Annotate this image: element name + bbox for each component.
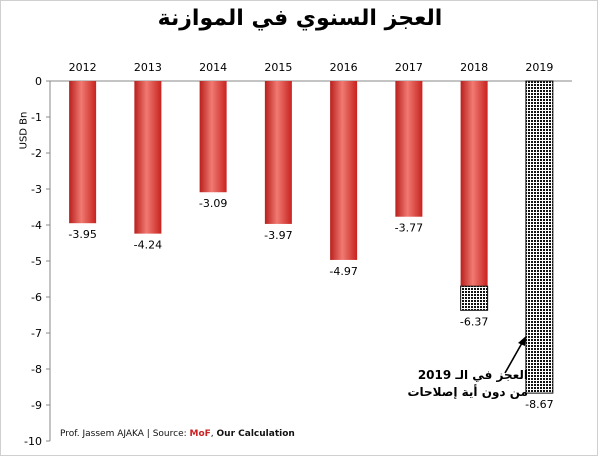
source-footer: Prof. Jassem AJAKA | Source: MoF, Our Ca… <box>60 429 295 439</box>
bar-2018 <box>460 81 488 287</box>
bar-2018-reform-gap <box>460 285 489 311</box>
bar-2013 <box>134 81 162 234</box>
data-label-2012: -3.95 <box>68 228 96 241</box>
y-tick-label: -3 <box>31 183 42 196</box>
annotation-arrow-line <box>504 342 523 374</box>
footer-source: MoF <box>189 429 211 439</box>
bar-2017 <box>395 81 423 217</box>
x-tick-label: 2016 <box>330 61 358 74</box>
x-tick-label: 2017 <box>395 61 423 74</box>
bar-2019 <box>525 80 554 394</box>
annotation-line-2: من دون أية إصلاحات <box>407 385 528 399</box>
footer-separator: , <box>210 429 217 439</box>
data-label-2013: -4.24 <box>134 239 162 252</box>
chart-title: العجز السنوي في الموازنة <box>157 6 443 31</box>
x-tick-label: 2015 <box>264 61 292 74</box>
footer-author: Prof. Jassem AJAKA | Source: <box>60 429 190 439</box>
annotation-arrowhead <box>518 336 526 346</box>
x-tick-label: 2018 <box>460 61 488 74</box>
data-label-2018: -6.37 <box>460 315 488 328</box>
y-tick-label: -1 <box>31 111 42 124</box>
annotation-line-1: العجز في الـ 2019 <box>417 368 528 382</box>
data-label-2019: -8.67 <box>525 398 553 411</box>
annotation-text: العجز في الـ 2019 من دون أية إصلاحات <box>380 367 528 401</box>
x-tick-label: 2019 <box>525 61 553 74</box>
data-label-2014: -3.09 <box>199 197 227 210</box>
y-tick-label: -5 <box>31 255 42 268</box>
y-tick-label: -4 <box>31 219 42 232</box>
y-tick-label: -6 <box>31 291 42 304</box>
y-tick-label: -2 <box>31 147 42 160</box>
y-tick-label: -8 <box>31 363 42 376</box>
footer-calculation: Our Calculation <box>216 429 295 439</box>
y-tick-label: -10 <box>24 435 42 448</box>
x-tick-label: 2014 <box>199 61 227 74</box>
bar-2012 <box>69 81 97 224</box>
y-tick-label: -9 <box>31 399 42 412</box>
x-tick-label: 2012 <box>69 61 97 74</box>
x-tick-label: 2013 <box>134 61 162 74</box>
bar-2016 <box>330 81 358 260</box>
data-label-2017: -3.77 <box>395 222 423 235</box>
y-tick-label: -7 <box>31 327 42 340</box>
y-tick-label: 0 <box>35 75 42 88</box>
bar-2014 <box>199 81 227 193</box>
data-label-2015: -3.97 <box>264 229 292 242</box>
data-label-2016: -4.97 <box>329 265 357 278</box>
bar-2015 <box>264 81 292 224</box>
